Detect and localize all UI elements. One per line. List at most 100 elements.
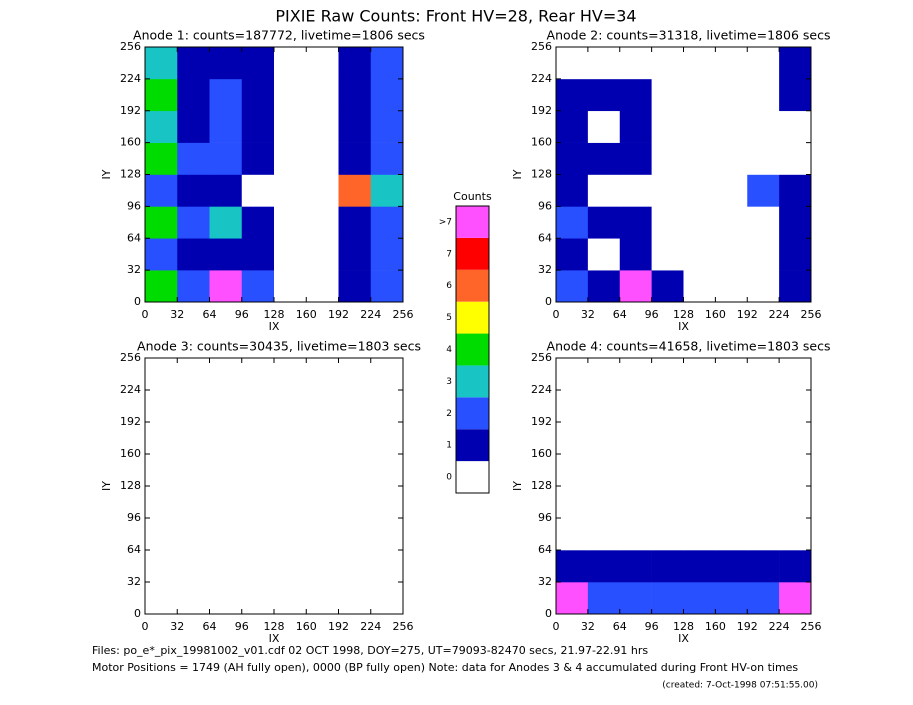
heatmap-cell — [747, 110, 780, 143]
x-tick-label: 32 — [170, 620, 184, 633]
heatmap-cell — [587, 582, 621, 615]
y-tick-label: 96 — [127, 511, 141, 524]
heatmap-cell — [209, 390, 243, 423]
panel-title: Anode 1: counts=187772, livetime=1806 se… — [133, 28, 425, 43]
y-tick-label: 224 — [531, 72, 552, 85]
heatmap-cell — [715, 47, 748, 80]
x-tick-label: 192 — [328, 308, 349, 321]
heatmap-cell — [619, 454, 652, 487]
x-tick-label: 128 — [673, 620, 694, 633]
heatmap-cell — [556, 550, 589, 583]
heatmap-cell — [274, 174, 307, 207]
heatmap-cell — [145, 486, 178, 519]
heatmap-cell — [145, 422, 178, 455]
heatmap-cell — [779, 78, 812, 112]
x-tick-label: 160 — [296, 308, 317, 321]
y-axis-label: IY — [511, 169, 524, 179]
heatmap-cell — [241, 110, 275, 143]
heatmap-cell — [209, 238, 243, 271]
x-tick-label: 192 — [737, 308, 758, 321]
heatmap-cell — [209, 78, 243, 112]
x-tick-label: 160 — [296, 620, 317, 633]
heatmap-cell — [241, 47, 275, 80]
heatmap-cell — [338, 110, 372, 143]
footer-motor: Motor Positions = 1749 (AH fully open), … — [92, 661, 798, 674]
heatmap-cell — [241, 206, 275, 239]
heatmap-cell — [587, 358, 621, 391]
heatmap-cell — [241, 142, 275, 175]
y-tick-label: 128 — [531, 479, 552, 492]
heatmap-cell — [209, 206, 243, 239]
y-tick-label: 0 — [545, 607, 552, 620]
heatmap-cell — [306, 518, 339, 551]
colorbar-label: >7 — [439, 217, 452, 227]
heatmap-cell — [306, 47, 339, 80]
x-tick-label: 32 — [581, 308, 595, 321]
heatmap-cell — [306, 142, 339, 175]
heatmap-cell — [747, 206, 780, 239]
heatmap-cell — [683, 550, 716, 583]
y-tick-label: 160 — [531, 136, 552, 149]
heatmap-cell — [587, 47, 621, 80]
heatmap-cell — [619, 206, 652, 239]
heatmap-cell — [587, 550, 621, 583]
y-tick-label: 256 — [531, 351, 552, 364]
heatmap-cell — [683, 518, 716, 551]
heatmap-cell — [145, 206, 178, 239]
x-axis-label: IX — [269, 320, 280, 333]
heatmap-cell — [177, 270, 210, 303]
y-tick-label: 192 — [120, 104, 141, 117]
panel-title: Anode 3: counts=30435, livetime=1803 sec… — [137, 339, 421, 354]
heatmap-cell — [715, 238, 748, 271]
heatmap-cell — [370, 358, 404, 391]
y-tick-label: 224 — [120, 72, 141, 85]
footer-files: Files: po_e*_pix_19981002_v01.cdf 02 OCT… — [92, 644, 648, 657]
heatmap-cell — [619, 110, 652, 143]
heatmap-cell — [747, 390, 780, 423]
heatmap-cell — [619, 174, 652, 207]
x-tick-label: 0 — [142, 620, 149, 633]
colorbar-swatch — [456, 397, 489, 430]
heatmap-cell — [241, 390, 275, 423]
x-tick-label: 96 — [645, 620, 659, 633]
heatmap-cell — [556, 454, 589, 487]
heatmap-cell — [779, 47, 812, 80]
heatmap-cell — [370, 110, 404, 143]
heatmap-cell — [556, 582, 589, 615]
heatmap-cell — [241, 486, 275, 519]
heatmap-cell — [683, 174, 716, 207]
heatmap-cell — [370, 270, 404, 303]
heatmap-cell — [145, 390, 178, 423]
heatmap-cell — [338, 142, 372, 175]
x-tick-label: 224 — [360, 308, 381, 321]
colorbar-swatch — [456, 429, 489, 462]
colorbar-frame — [455, 205, 490, 494]
heatmap-cell — [651, 238, 684, 271]
colorbar-swatch — [456, 365, 489, 398]
heatmap-cell — [683, 358, 716, 391]
heatmap-cell — [145, 78, 178, 112]
heatmap-cell — [306, 390, 339, 423]
colorbar-title: Counts — [453, 190, 492, 203]
heatmap-cell — [779, 550, 812, 583]
heatmap-cell — [338, 390, 372, 423]
heatmap-cell — [370, 582, 404, 615]
heatmap-cell — [338, 422, 372, 455]
x-tick-label: 256 — [393, 620, 414, 633]
heatmap-cell — [747, 142, 780, 175]
footer-created: (created: 7-Oct-1998 07:51:55.00) — [662, 681, 818, 691]
page-title: PIXIE Raw Counts: Front HV=28, Rear HV=3… — [275, 7, 636, 26]
heatmap-cell — [587, 206, 621, 239]
heatmap-cell — [747, 47, 780, 80]
colorbar-label: 3 — [446, 377, 452, 387]
heatmap-cell — [715, 78, 748, 112]
heatmap-cell — [683, 422, 716, 455]
heatmap-cell — [177, 358, 210, 391]
colorbar-swatch — [456, 461, 489, 493]
heatmap-cell — [145, 47, 178, 80]
heatmap-cell — [145, 142, 178, 175]
heatmap-cell — [370, 518, 404, 551]
heatmap-cell — [209, 422, 243, 455]
y-tick-label: 64 — [538, 543, 552, 556]
